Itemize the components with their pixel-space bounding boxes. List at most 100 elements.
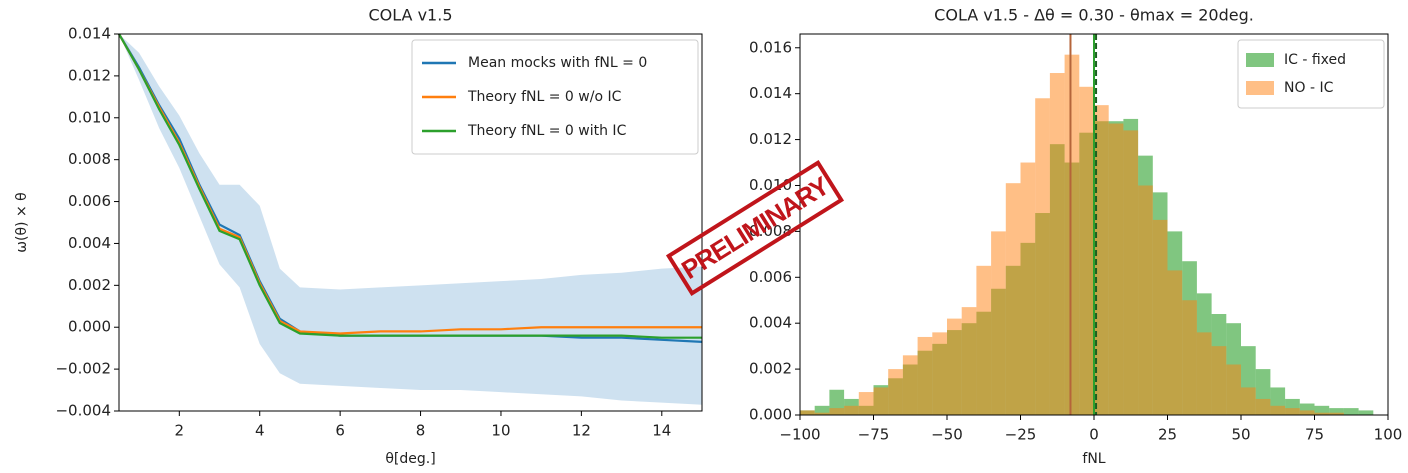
- histogram-bar: [844, 405, 859, 415]
- histogram-bar: [873, 387, 889, 415]
- y-tick-label: −0.004: [55, 402, 111, 420]
- y-axis-label: ω(θ) × θ: [14, 192, 30, 252]
- legend-label: Theory fNL = 0 w/o IC: [467, 89, 622, 105]
- x-tick-label: 14: [652, 422, 671, 440]
- histogram-bar: [814, 405, 830, 415]
- histogram-bar: [932, 332, 947, 415]
- histogram-bar: [902, 355, 918, 415]
- x-tick-label: 2: [175, 422, 185, 440]
- y-tick-label: 0.004: [68, 234, 111, 252]
- axes-frame: [118, 33, 703, 412]
- histogram-bar: [1182, 300, 1197, 415]
- histogram-bar: [1035, 98, 1050, 415]
- x-tick-label: 75: [1305, 426, 1324, 444]
- histogram-bar: [1241, 387, 1256, 415]
- histogram-bar: [1196, 332, 1212, 415]
- x-tick-label: 25: [1158, 426, 1177, 444]
- plot-area: [118, 33, 703, 405]
- histogram-bar: [888, 369, 903, 415]
- histogram-bar: [1343, 408, 1359, 415]
- x-axis-label: fNL: [1082, 451, 1105, 467]
- histogram-bar: [1314, 412, 1330, 415]
- histogram-bar: [858, 392, 874, 415]
- y-tick-label: 0.012: [749, 130, 792, 148]
- chart-title: COLA v1.5 - Δθ = 0.30 - θmax = 20deg.: [934, 6, 1254, 25]
- histogram-bar: [1329, 412, 1344, 415]
- histogram-bar: [1270, 405, 1286, 415]
- y-tick-label: 0.010: [749, 176, 792, 194]
- histogram-bar: [976, 265, 992, 415]
- histogram-bar: [917, 336, 933, 415]
- x-tick-label: −50: [931, 426, 963, 444]
- y-tick-label: 0.006: [68, 192, 111, 210]
- y-tick-label: 0.008: [68, 150, 111, 168]
- y-tick-label: 0.004: [749, 314, 792, 332]
- error-band: [119, 34, 702, 405]
- histogram-bar: [1299, 403, 1315, 415]
- chart-title: COLA v1.5: [369, 6, 453, 25]
- histogram-bar: [961, 307, 977, 415]
- x-tick-label: 12: [572, 422, 591, 440]
- histogram-bar: [1094, 105, 1109, 415]
- y-tick-label: 0.014: [68, 25, 111, 43]
- y-tick-label: 0.006: [749, 268, 792, 286]
- x-tick-label: 6: [335, 422, 345, 440]
- y-tick-label: 0.002: [749, 360, 792, 378]
- legend: IC - fixed NO - IC: [1237, 39, 1385, 109]
- histogram-bar: [1167, 270, 1183, 415]
- charts: −0.004 −0.002 0.000 0.002 0.004 0.006 0.008 0.0…: [14, 6, 1402, 468]
- chart: 0.0000.0020.0040.0060.0080.0100.0120.014…: [749, 6, 1402, 468]
- chart: −0.004 −0.002 0.000 0.002 0.004 0.006 0.008 0.0…: [14, 6, 703, 467]
- histogram-bar: [1314, 405, 1330, 415]
- y-tick-label: 0.012: [68, 66, 111, 84]
- y-tick-label: 0.010: [68, 108, 111, 126]
- y-tick-label: 0.016: [749, 38, 792, 56]
- y-tick-label: −0.002: [55, 360, 111, 378]
- x-tick-label: 100: [1374, 426, 1403, 444]
- legend-label: NO - IC: [1284, 80, 1334, 96]
- legend-label: IC - fixed: [1284, 52, 1346, 68]
- line: [118, 33, 702, 339]
- legend-swatch: [1246, 81, 1274, 95]
- plot-area: [800, 34, 1374, 416]
- histogram-bar: [1285, 408, 1300, 415]
- histogram-bar: [1108, 123, 1124, 415]
- histogram-bar: [1123, 130, 1139, 415]
- histogram-bar: [829, 408, 845, 415]
- legend-label: Mean mocks with fNL = 0: [468, 55, 647, 71]
- histogram-bar: [1079, 86, 1094, 415]
- y-tick-label: 0.014: [749, 84, 792, 102]
- x-tick-label: 10: [491, 422, 510, 440]
- histogram-bar: [1358, 410, 1374, 415]
- legend-swatch: [1246, 53, 1274, 67]
- y-tick-label: 0.000: [68, 318, 111, 336]
- histogram-bar: [1329, 408, 1344, 415]
- x-tick-label: 4: [255, 422, 265, 440]
- x-tick-label: −100: [779, 426, 820, 444]
- histogram-bar: [1255, 398, 1271, 415]
- histogram-bar: [1020, 162, 1036, 415]
- legend-label: Theory fNL = 0 with IC: [467, 123, 627, 139]
- histogram-bar: [1152, 219, 1168, 415]
- histogram-bar: [1049, 73, 1065, 416]
- legend-box: [411, 39, 699, 155]
- histogram-bar: [1299, 410, 1315, 415]
- histogram-bar: [1226, 364, 1241, 415]
- x-tick-label: −75: [858, 426, 890, 444]
- histogram-bar: [1211, 346, 1227, 415]
- histogram-bar: [1138, 185, 1153, 415]
- x-tick-label: −25: [1005, 426, 1037, 444]
- y-tick-label: 0.000: [749, 406, 792, 424]
- histogram-bar: [1005, 183, 1021, 415]
- histogram-bar: [991, 231, 1006, 415]
- y-tick-label: 0.002: [68, 276, 111, 294]
- x-axis-label: θ[deg.]: [385, 451, 435, 467]
- x-tick-label: 0: [1089, 426, 1099, 444]
- x-tick-label: 50: [1231, 426, 1250, 444]
- histogram-bar: [1064, 54, 1080, 416]
- histogram-bar: [947, 318, 962, 415]
- legend-box: [1237, 39, 1385, 109]
- stamp-border: [665, 159, 845, 297]
- legend: Mean mocks with fNL = 0 Theory fNL = 0 w/…: [411, 39, 699, 155]
